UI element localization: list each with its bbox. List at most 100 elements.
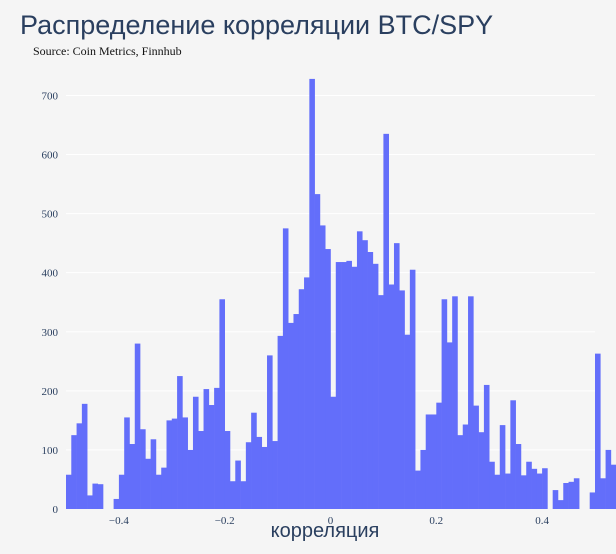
y-tick-label: 300 <box>42 327 59 339</box>
histogram-bar <box>520 475 527 509</box>
histogram-bar <box>499 425 506 509</box>
x-tick-label: −0.4 <box>109 515 129 527</box>
histogram-bar <box>356 231 363 509</box>
y-tick-label: 600 <box>42 150 59 162</box>
histogram-bar <box>573 478 580 509</box>
histogram-bar <box>118 474 125 509</box>
histogram-bar <box>92 483 99 509</box>
histogram-bar <box>372 263 379 509</box>
histogram-bar <box>510 400 516 509</box>
histogram-bar <box>610 464 616 509</box>
histogram-bars <box>66 78 616 510</box>
histogram-bar <box>229 481 236 509</box>
histogram-bar <box>192 396 199 509</box>
histogram-bar <box>66 474 72 509</box>
histogram-bar <box>335 262 342 509</box>
histogram-bar <box>298 289 305 509</box>
histogram-bar <box>245 442 252 509</box>
histogram-bar <box>71 435 77 509</box>
histogram-bar <box>145 458 151 509</box>
x-tick-label: 0.2 <box>429 515 443 527</box>
x-tick-label: −0.2 <box>215 515 235 527</box>
histogram-bar <box>393 243 400 510</box>
histogram-bar <box>489 461 495 509</box>
histogram-bar <box>457 435 464 509</box>
histogram-bar <box>436 402 442 509</box>
histogram-bar <box>208 405 215 509</box>
histogram-bar <box>425 414 432 509</box>
histogram-bar <box>605 449 612 509</box>
histogram-bar <box>267 355 273 509</box>
histogram-bar <box>346 260 352 509</box>
histogram-bar <box>314 194 321 510</box>
histogram-bar <box>388 284 395 509</box>
x-tick-label: 0.4 <box>535 515 549 527</box>
histogram-bar <box>81 403 88 509</box>
histogram-bar <box>515 444 522 509</box>
histogram-bar <box>415 470 421 509</box>
histogram-bar <box>446 342 453 509</box>
histogram-bar <box>483 384 490 509</box>
histogram-bar <box>124 417 130 509</box>
histogram-bar <box>325 249 331 510</box>
histogram-bar <box>563 483 569 509</box>
histogram-bar <box>219 299 225 509</box>
histogram-bar <box>224 431 231 509</box>
y-tick-label: 400 <box>42 268 59 280</box>
histogram-bar <box>161 467 167 509</box>
histogram-bar <box>171 418 178 509</box>
histogram-bar <box>404 334 411 509</box>
histogram-bar <box>505 473 511 509</box>
histogram-bar <box>272 441 278 509</box>
histogram-bar <box>187 449 194 509</box>
histogram-bar <box>134 343 141 509</box>
histogram-bar <box>341 262 347 509</box>
y-tick-label: 200 <box>42 386 59 398</box>
y-tick-label: 700 <box>42 90 59 102</box>
histogram-bar <box>330 396 337 509</box>
histogram-bar <box>288 322 294 509</box>
histogram-bar <box>277 335 284 509</box>
histogram-bar <box>182 417 188 509</box>
histogram-bar <box>87 495 93 509</box>
histogram-bar <box>383 133 389 509</box>
histogram-bar <box>309 78 315 509</box>
histogram-bar <box>203 389 210 509</box>
histogram-bar <box>256 436 263 509</box>
histogram-bar <box>140 429 146 509</box>
histogram-bar <box>113 498 120 509</box>
histogram-bar <box>526 461 532 509</box>
histogram-bar <box>552 490 559 509</box>
histogram-bar <box>261 446 268 509</box>
histogram-bar <box>420 449 427 509</box>
histogram-bar <box>441 299 448 509</box>
histogram-bar <box>351 266 358 509</box>
histogram-bar <box>378 295 384 509</box>
y-tick-label: 0 <box>53 504 59 516</box>
histogram-bar <box>251 412 257 509</box>
histogram-bar <box>214 387 220 509</box>
histogram-bar <box>177 376 183 509</box>
x-axis-label: корреляция <box>270 520 380 542</box>
histogram-bar <box>468 296 474 509</box>
x-axis-ticks: −0.4 −0.2 0 0.2 0.4 <box>109 515 550 527</box>
histogram-bar <box>235 460 241 509</box>
y-axis-ticks: 0 100 200 300 400 500 600 700 <box>42 90 59 516</box>
histogram-bar <box>166 420 173 509</box>
histogram-bar <box>362 240 368 509</box>
chart-title: Распределение корреляции BTC/SPY <box>20 10 494 40</box>
chart-source: Source: Coin Metrics, Finnhub <box>33 44 182 58</box>
histogram-bar <box>595 353 601 509</box>
histogram-bar <box>536 473 543 509</box>
histogram-bar <box>494 474 501 509</box>
histogram-bar <box>600 478 606 509</box>
histogram-bar <box>282 228 289 509</box>
histogram-bar <box>462 424 469 509</box>
histogram-bar <box>473 405 479 509</box>
histogram-bar <box>542 468 548 509</box>
y-tick-label: 500 <box>42 209 59 221</box>
histogram-bar <box>409 269 416 509</box>
histogram-bar <box>240 481 247 509</box>
histogram-bar <box>129 444 136 509</box>
